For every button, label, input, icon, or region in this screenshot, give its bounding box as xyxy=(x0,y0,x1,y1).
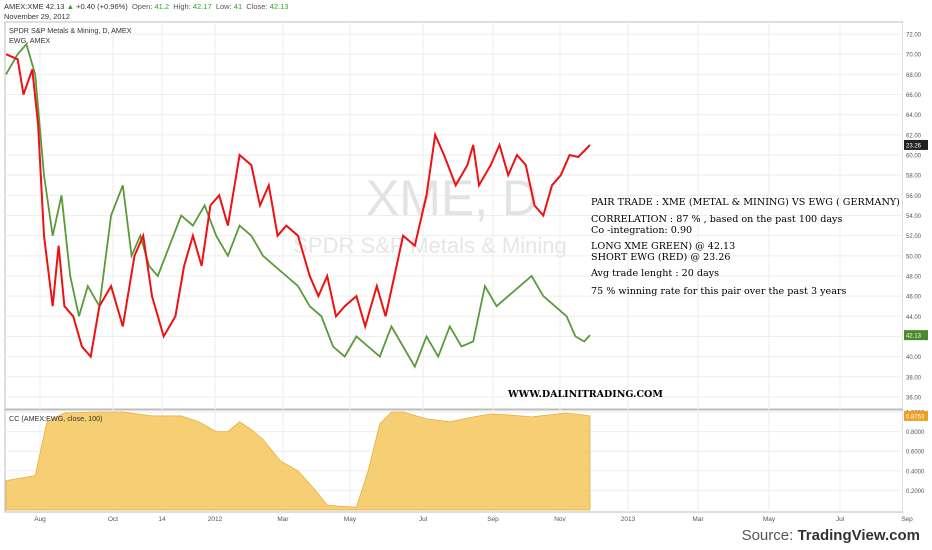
y-tick-label: 36.00 xyxy=(906,395,922,401)
y-tick-label: 50.00 xyxy=(906,254,922,260)
series1-label: SPDR S&P Metals & Mining, D, AMEX xyxy=(9,26,132,35)
header-date: November 29, 2012 xyxy=(4,12,70,21)
horizontal-grid xyxy=(5,33,903,491)
annotation-line-6: Avg trade lenght : 20 days xyxy=(590,268,719,279)
y-tick-label: 72.00 xyxy=(906,33,922,39)
ewg-last-value: 23.26 xyxy=(906,143,922,149)
low-value: 41 xyxy=(233,2,243,11)
series2-label: EWG, AMEX xyxy=(9,36,50,45)
x-tick-label: May xyxy=(763,516,776,523)
cc-tick-label: 0.4000 xyxy=(906,469,925,475)
symbol-name: AMEX:XME xyxy=(4,2,44,11)
y-tick-label: 66.00 xyxy=(906,93,922,99)
x-tick-label: Mar xyxy=(692,516,704,523)
y-tick-label: 54.00 xyxy=(906,214,922,220)
y-tick-label: 64.00 xyxy=(906,113,922,119)
xme-last-value-bg xyxy=(904,330,928,341)
price-axis[interactable] xyxy=(903,22,929,512)
source-brand[interactable]: TradingView.com xyxy=(797,527,920,544)
up-arrow-icon: ▲ xyxy=(66,2,74,11)
watermark-description: SPDR S&P Metals & Mining xyxy=(293,233,566,258)
y-tick-label: 52.00 xyxy=(906,234,922,240)
y-tick-label: 62.00 xyxy=(906,133,922,139)
y-tick-label: 48.00 xyxy=(906,274,922,280)
high-label: High: xyxy=(173,2,191,11)
xme-last-value: 42.13 xyxy=(906,334,922,340)
price-change: +0.40 (+0.96%) xyxy=(76,2,128,11)
close-label: Close: xyxy=(246,2,268,11)
website-link[interactable]: WWW.DALINITRADING.COM xyxy=(507,389,663,400)
cc-tick-label: 0.8000 xyxy=(906,430,925,436)
close-value: 42.13 xyxy=(269,2,289,11)
annotation-line-7: 75 % winning rate for this pair over the… xyxy=(591,286,847,297)
x-tick-label: 2013 xyxy=(621,516,636,523)
x-tick-label: Nov xyxy=(554,516,566,523)
x-tick-label: Jul xyxy=(419,516,428,523)
xme-series-line xyxy=(5,42,591,369)
x-tick-label: 14 xyxy=(158,516,166,523)
ewg-series-line xyxy=(5,53,591,359)
cc-pane-label: CC (AMEX:EWG, close, 100) xyxy=(9,414,102,423)
x-tick-label: Mar xyxy=(277,516,289,523)
y-tick-label: 44.00 xyxy=(906,315,922,321)
y-tick-label: 68.00 xyxy=(906,73,922,79)
x-tick-label: Sep xyxy=(487,516,499,523)
y-tick-label: 46.00 xyxy=(906,295,922,301)
y-tick-label: 60.00 xyxy=(906,154,922,160)
y-tick-label: 56.00 xyxy=(906,194,922,200)
y-tick-label: 38.00 xyxy=(906,375,922,381)
last-value-labels: 23.26 42.13 0.8753 xyxy=(904,139,928,421)
x-tick-label: Oct xyxy=(108,516,118,523)
source-prefix: Source: xyxy=(741,527,798,544)
annotation-line-4: LONG XME GREEN) @ 42.13 xyxy=(591,241,735,252)
annotation-line-2: CORRELATION : 87 % , based on the past 1… xyxy=(591,214,842,225)
cc-area xyxy=(5,411,591,511)
ewg-last-value-bg xyxy=(904,139,928,150)
cc-tick-label: 0.2000 xyxy=(906,489,925,495)
annotation-line-5: SHORT EWG (RED) @ 23.26 xyxy=(591,252,730,263)
last-price: 42.13 xyxy=(45,2,65,11)
y-tick-label: 58.00 xyxy=(906,174,922,180)
cc-tick-label: 0.6000 xyxy=(906,450,925,456)
annotation-line-3: Co -integration: 0.90 xyxy=(591,225,692,236)
source-credit: Source: TradingView.com xyxy=(742,527,920,544)
high-value: 42.17 xyxy=(192,2,212,11)
annotation-line-1: PAIR TRADE : XME (METAL & MINING) VS EWG… xyxy=(591,197,900,208)
x-tick-label: Sep xyxy=(901,516,913,523)
low-label: Low: xyxy=(215,2,232,11)
y-tick-label: 70.00 xyxy=(906,53,922,59)
open-label: Open: xyxy=(131,2,153,11)
watermark-symbol: XME, D xyxy=(366,170,538,226)
symbol-header: AMEX:XME 42.13 ▲ +0.40 (+0.96%) Open: 41… xyxy=(4,2,288,11)
x-tick-label: Aug xyxy=(34,516,46,523)
x-tick-label: 2012 xyxy=(208,516,223,523)
open-value: 41.2 xyxy=(154,2,170,11)
x-tick-label: May xyxy=(344,516,357,523)
x-axis-ticks: Aug Oct 14 2012 Mar May Jul Sep Nov 2013 Mar May Jul… xyxy=(34,516,913,523)
y-tick-label: 40.00 xyxy=(906,355,922,361)
annotation-block: PAIR TRADE : XME (METAL & MINING) VS EWG… xyxy=(507,197,900,400)
x-tick-label: Jul xyxy=(836,516,845,523)
cc-last-value: 0.8753 xyxy=(906,414,925,420)
cc-last-value-bg xyxy=(904,410,928,421)
